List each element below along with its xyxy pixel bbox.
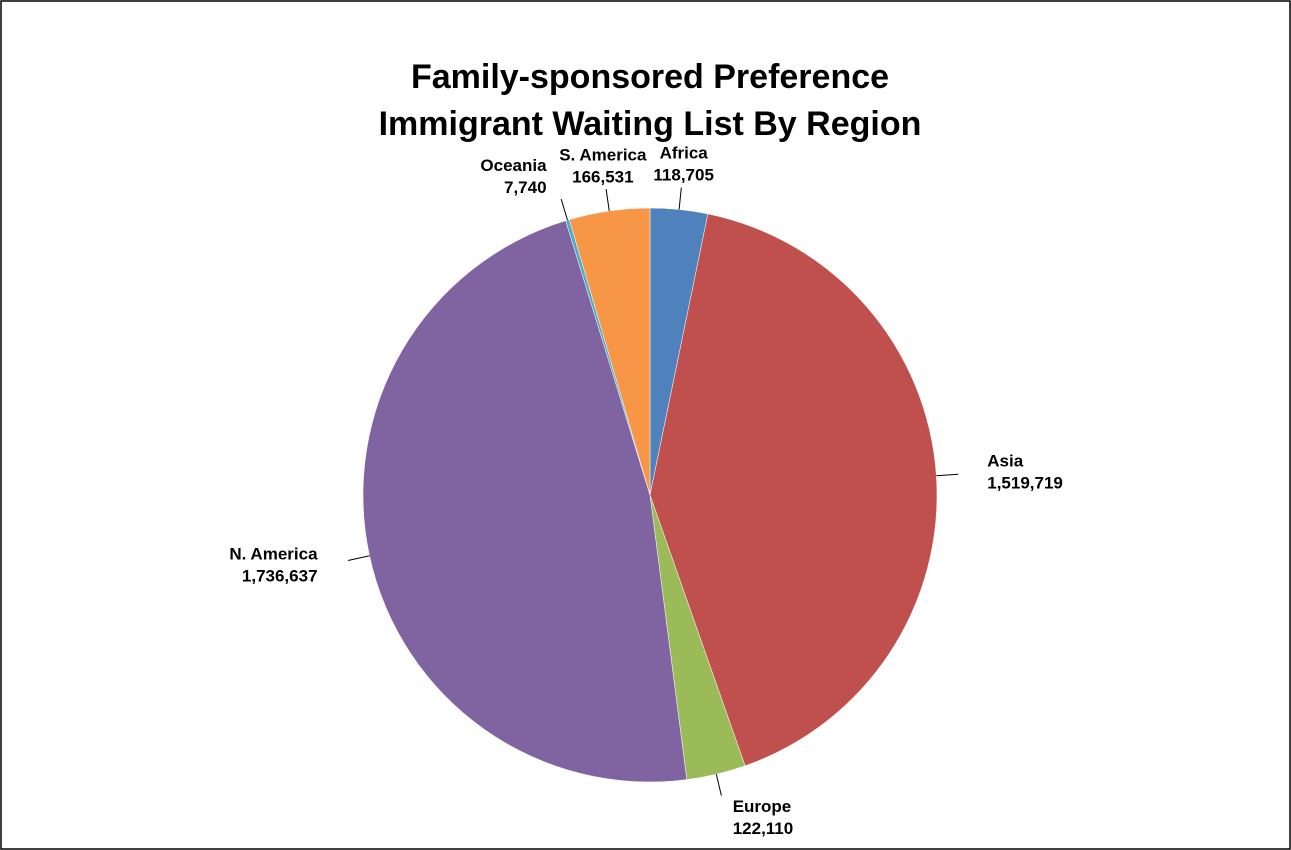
data-label-value: 1,736,637 bbox=[242, 566, 318, 585]
leader-line bbox=[560, 198, 568, 221]
pie-slice bbox=[568, 207, 651, 496]
data-label-name: Europe bbox=[733, 797, 792, 816]
data-label-value: 7,740 bbox=[504, 178, 547, 197]
pie-slice bbox=[362, 220, 688, 783]
leader-line bbox=[678, 187, 682, 210]
data-label-name: S. America bbox=[559, 145, 647, 164]
leader-line bbox=[605, 189, 610, 211]
data-label-name: Oceania bbox=[480, 156, 547, 175]
leader-line bbox=[715, 774, 722, 796]
data-label-name: Africa bbox=[660, 144, 709, 163]
chart-title: Immigrant Waiting List By Region bbox=[379, 105, 922, 143]
data-label-value: 122,110 bbox=[733, 819, 794, 838]
data-label-value: 166,531 bbox=[572, 167, 633, 186]
data-label-name: N. America bbox=[229, 544, 318, 563]
leader-line bbox=[347, 555, 370, 561]
chart-title: Family-sponsored Preference bbox=[411, 58, 889, 96]
leader-line bbox=[936, 473, 959, 477]
pie-slice bbox=[649, 213, 938, 767]
data-label-value: 118,705 bbox=[653, 166, 714, 185]
data-label-value: 1,519,719 bbox=[987, 474, 1063, 493]
data-label-name: Asia bbox=[987, 452, 1023, 471]
